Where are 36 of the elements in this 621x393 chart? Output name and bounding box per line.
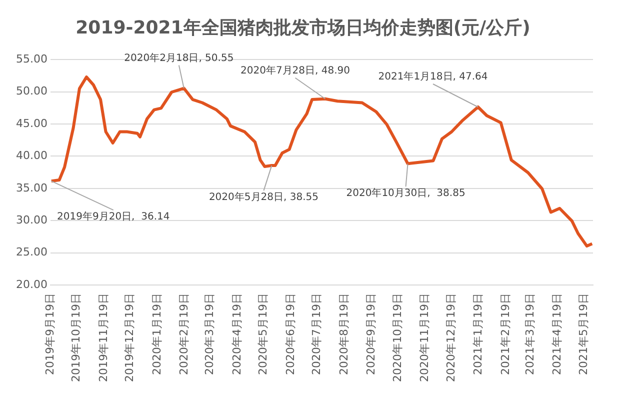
x-tick-label: 2019年9月19日 xyxy=(43,293,56,376)
annotation: 2021年1月18日, 47.64 xyxy=(378,70,488,83)
x-tick-label: 2021年1月19日 xyxy=(472,293,485,376)
x-tick-label: 2020年6月19日 xyxy=(284,293,297,376)
x-tick-label: 2020年4月19日 xyxy=(230,293,244,376)
y-tick-label: 35.00 xyxy=(16,181,48,194)
annotation: 2020年2月18日, 50.55 xyxy=(124,52,234,64)
x-tick-label: 2020年12月19日 xyxy=(444,293,458,382)
annotation: 2019年9月20日, 36.14 xyxy=(57,210,170,223)
y-tick-label: 40.00 xyxy=(16,149,48,162)
x-tick-label: 2019年10月19日 xyxy=(70,293,83,382)
x-tick-label: 2019年11月19日 xyxy=(96,293,110,382)
x-tick-label: 2021年4月19日 xyxy=(550,293,564,376)
x-tick-label: 2020年3月19日 xyxy=(203,293,216,376)
annotation: 2020年7月28日, 48.90 xyxy=(240,64,350,76)
x-tick-label: 2020年1月19日 xyxy=(150,293,164,376)
x-tick-label: 2020年11月19日 xyxy=(418,293,432,382)
y-tick-label: 55.00 xyxy=(16,52,48,66)
x-tick-label: 2021年3月19日 xyxy=(524,293,537,376)
x-tick-label: 2020年7月19日 xyxy=(310,293,324,376)
x-tick-label: 2019年12月19日 xyxy=(123,293,136,382)
y-tick-label: 45.00 xyxy=(16,116,48,130)
annotation: 2020年5月28日, 38.55 xyxy=(208,191,318,204)
x-tick-label: 2020年10月19日 xyxy=(390,293,404,382)
x-tick-label: 2021年2月19日 xyxy=(498,293,512,376)
x-tick-label: 2020年8月19日 xyxy=(337,293,350,376)
y-tick-label: 20.00 xyxy=(16,278,48,291)
chart-title: 2019-2021年全国猪肉批发市场日均价走势图(元/公斤) xyxy=(76,17,530,38)
y-tick-label: 50.00 xyxy=(16,84,48,98)
y-tick-label: 25.00 xyxy=(16,246,48,259)
x-tick-label: 2021年5月19日 xyxy=(577,293,590,376)
x-tick-label: 2020年2月19日 xyxy=(178,293,191,376)
y-tick-label: 30.00 xyxy=(16,213,48,226)
annotation: 2020年10月30日, 38.85 xyxy=(346,187,466,200)
x-tick-label: 2020年9月19日 xyxy=(364,293,378,376)
x-tick-label: 2020年5月19日 xyxy=(256,293,270,376)
